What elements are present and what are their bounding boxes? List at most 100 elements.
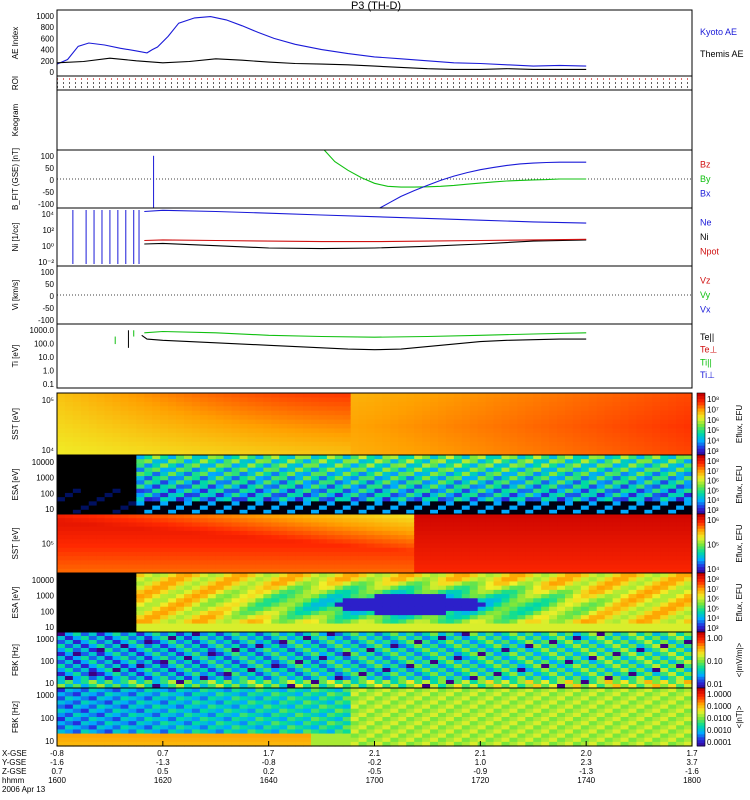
legend-vz: Vz [700,276,711,286]
heatmap-cell [628,415,638,421]
heatmap-cell [549,573,558,578]
heatmap-cell [517,564,526,570]
heatmap-cell [398,437,407,443]
heatmap-cell [96,492,106,498]
heatmap-cell [485,619,495,625]
heatmap-cell [533,560,542,566]
heatmap-cell [88,526,98,532]
heatmap-cell [104,518,114,524]
heatmap-cell [541,401,550,407]
heatmap-cell [160,598,169,604]
heatmap-cell [112,551,122,557]
heatmap-cell [628,526,638,532]
heatmap-cell [660,619,669,625]
heatmap-cell [342,459,352,465]
heatmap-cell [57,497,66,502]
colorbar-step [697,575,705,580]
heatmap-cell [684,492,693,498]
heatmap-cell [120,415,130,421]
heatmap-cell [271,602,280,608]
heatmap-cell [628,522,638,528]
heatmap-cell [144,585,153,591]
heatmap-cell [366,560,376,566]
colorbar-step [697,620,705,624]
heatmap-cell [430,556,439,561]
heatmap-cell [263,526,272,532]
heatmap-cell [311,539,320,545]
heatmap-cell [533,551,542,557]
heatmap-cell [231,459,241,465]
heatmap-cell [326,401,336,407]
heatmap-cell [390,471,399,477]
heatmap-cell [207,668,217,673]
heatmap-cell [612,467,622,473]
heatmap-cell [88,668,98,673]
heatmap-cell [96,393,106,399]
heatmap-cell [453,459,463,465]
heatmap-cell [430,471,439,477]
heatmap-cell [184,518,193,524]
heatmap-cell [628,437,638,443]
heatmap-cell [588,598,598,604]
heatmap-cell [517,446,526,452]
heatmap-cell [430,509,439,515]
heatmap-cell [271,393,280,399]
heatmap-cell [57,393,66,399]
heatmap-cell [342,568,352,574]
heatmap-cell [144,526,153,532]
y-tick-label: -100 [38,316,55,325]
ni-early-gaps [72,210,140,264]
heatmap-cell [295,602,304,608]
heatmap-cell [652,606,661,612]
heatmap-cell [366,467,376,473]
heatmap-cell [271,526,280,532]
heatmap-cell [168,419,177,425]
heatmap-cell [112,556,122,561]
heatmap-cell [279,463,288,469]
heatmap-cell [493,568,503,574]
heatmap-cell [184,410,193,416]
heatmap-cell [72,668,82,673]
heatmap-cell [144,522,153,528]
heatmap-cell [604,530,614,536]
heatmap-cell [239,419,249,425]
heatmap-cell [168,615,177,620]
heatmap-cell [549,581,558,587]
heatmap-cell [580,573,590,578]
heatmap-cell [263,501,272,507]
heatmap-cell [541,397,550,403]
y-tick-label: 10 [45,505,54,514]
heatmap-cell [469,606,479,612]
heatmap-cell [612,594,622,599]
heatmap-cell [549,623,558,629]
colorbar-step [697,584,705,589]
heatmap-cell [168,514,177,519]
heatmap-cell [199,467,209,473]
heatmap-cell [168,619,177,625]
heatmap-cell [469,526,479,532]
legend-ni: Ni [700,232,709,242]
heatmap-cell [604,581,614,587]
heatmap-cell [485,522,495,528]
heatmap-cell [112,514,122,519]
heatmap-cell [644,450,653,456]
heatmap-cell [652,547,661,553]
heatmap-cell [64,459,74,465]
heatmap-cell [445,530,455,536]
heatmap-cell [342,401,352,407]
colorbar-step [697,478,705,483]
heatmap-cell [223,393,233,399]
heatmap-cell [644,446,653,452]
heatmap-cell [279,585,288,591]
heatmap-cell [247,459,257,465]
heatmap-cell [176,535,185,540]
heatmap-cell [668,437,677,443]
heatmap-cell [390,505,399,511]
heatmap-cell [366,589,376,595]
heatmap-cell [684,615,693,620]
heatmap-cell [295,455,304,460]
heatmap-cell [255,581,264,587]
heatmap-cell [390,455,399,460]
heatmap-cell [120,484,130,490]
heatmap-cell [184,564,193,570]
